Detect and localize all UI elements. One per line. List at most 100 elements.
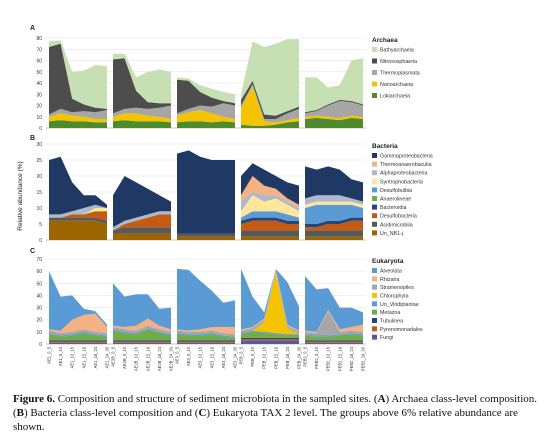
area-A-g3-nitrososphaeria — [241, 80, 299, 119]
y-tick-label: 5 — [39, 222, 42, 228]
x-tick-label: AE1_0_5 — [47, 346, 52, 364]
area-B-g0-acidimicrobiia — [49, 217, 107, 224]
area-C-g0-tubulinea — [49, 340, 107, 342]
legend-label: Fungi — [380, 335, 393, 341]
legend-label: Metazoa — [380, 310, 400, 316]
y-tick-label: 40 — [36, 293, 42, 299]
x-tick-label: PEB2_24_30 — [361, 346, 366, 371]
legend-swatch — [372, 161, 377, 167]
area-B-g3-thermoanaerobaculia — [241, 176, 299, 208]
area-A-g2-nitrososphaeria — [177, 79, 235, 114]
area-A-g1-lokiarchaeia — [113, 120, 171, 128]
x-tick-label: PEB_10_15 — [262, 346, 267, 369]
legend-label: Nitrososphaeria — [380, 59, 417, 65]
legend-label: Gammaproteobacteria — [380, 154, 433, 160]
area-B-g1-acidimicrobiia — [113, 227, 171, 234]
area-C-g1-pyrenomonadales — [113, 341, 171, 343]
y-tick-label: 20 — [36, 174, 42, 180]
area-B-g0-syntrophobacteria — [49, 208, 107, 218]
area-C-g0-rhizaria — [49, 313, 107, 334]
legend-swatch — [372, 47, 377, 52]
area-A-g4-nanoarchaeia — [305, 115, 363, 121]
area-A-g4-thermoplasmata — [305, 101, 363, 118]
area-C-g4-alveolata — [305, 276, 363, 332]
legend-label: Alphaproteobacteria — [380, 171, 427, 177]
area-B-g0-gammaproteobacteria — [49, 156, 107, 215]
area-A-g4-nitrososphaeria — [305, 99, 363, 114]
area-B-g4-desulfobulbia — [305, 204, 363, 224]
area-A-g1-bathyarchaeia — [113, 53, 171, 104]
legend-swatch — [372, 334, 377, 340]
y-tick-label: 70 — [36, 47, 42, 53]
area-A-g0-nanoarchaeia — [49, 113, 107, 123]
area-A-g0-lokiarchaeia — [49, 120, 107, 128]
area-C-g2-rhizaria — [177, 327, 235, 335]
legend-swatch — [372, 81, 377, 87]
area-A-g0-nitrososphaeria — [49, 43, 107, 115]
x-tick-label: AE1_5_10 — [58, 346, 63, 366]
y-tick-label: 30 — [36, 92, 42, 98]
area-A-g3-lokiarchaeia — [241, 121, 299, 128]
legend-label: Thermoplasmata — [380, 71, 420, 77]
y-tick-label: 20 — [36, 104, 42, 110]
x-tick-label: AE2B_15_18 — [145, 346, 150, 371]
legend-title: Eukaryota — [372, 258, 404, 265]
area-C-g3-alveolata — [241, 268, 299, 331]
caption-text: Composition and structure of sediment mi… — [13, 393, 537, 433]
y-axis-label: Relative abundance (%) — [17, 161, 24, 230]
y-tick-label: 50 — [36, 281, 42, 287]
legend-label: Rhizaria — [380, 277, 399, 283]
area-C-g4-pyrenomonadales — [305, 341, 363, 343]
y-tick-label: 30 — [36, 306, 42, 312]
y-tick-label: 70 — [36, 257, 42, 263]
area-A-g3-bathyarchaeia — [241, 39, 299, 116]
legend-title: Bacteria — [372, 143, 398, 150]
legend-swatch — [372, 213, 377, 219]
x-tick-label: AE3_15_18 — [209, 346, 214, 368]
legend-swatch — [372, 276, 377, 282]
x-tick-label: PEB2_18_24 — [349, 346, 354, 371]
caption-part: ) Bacteria class-level composition and ( — [24, 407, 199, 420]
y-tick-label: 0 — [39, 342, 42, 348]
area-C-g0-un-viridiplantae — [49, 331, 107, 337]
legend-label: Desulfobacteria — [380, 214, 417, 220]
y-tick-label: 25 — [36, 158, 42, 164]
area-A-g3-nanoarchaeia — [241, 86, 299, 126]
legend-swatch — [372, 301, 377, 307]
area-B-g1-un-nb1-j — [113, 233, 171, 240]
area-C-g0-metazoa — [49, 333, 107, 341]
legend-swatch — [372, 284, 377, 290]
y-tick-label: 15 — [36, 190, 42, 196]
area-B-g4-alphaproteobacteria — [305, 195, 363, 205]
x-tick-label: PEB_5_10 — [250, 346, 255, 366]
area-C-g2-tubulinea — [177, 340, 235, 342]
x-tick-label: AE3_18_24 — [221, 346, 226, 368]
area-B-g3-un-nb1-j — [241, 236, 299, 240]
legend-label: Tubulinea — [380, 319, 403, 325]
legend-swatch — [372, 93, 377, 98]
area-B-g0-alphaproteobacteria — [49, 204, 107, 218]
x-tick-label: AE2B_5_10 — [122, 346, 127, 369]
area-A-g2-thermoplasmata — [177, 103, 235, 119]
area-A-g2-nanoarchaeia — [177, 110, 235, 123]
area-B-g4-bacteroidia — [305, 217, 363, 228]
area-C-g3-tubulinea — [241, 337, 299, 340]
y-tick-label: 50 — [36, 70, 42, 76]
area-C-g4-metazoa — [305, 334, 363, 341]
area-C-g3-un-viridiplantae — [241, 330, 299, 336]
area-B-g4-un-nb1-j — [305, 236, 363, 240]
area-C-g0-alveolata — [49, 271, 107, 331]
area-B-g3-acidimicrobiia — [241, 230, 299, 237]
x-tick-label: PEB_0_5 — [239, 346, 244, 364]
x-tick-label: PEB_24_30 — [297, 346, 302, 369]
legend-label: Un_NB1-j — [380, 231, 403, 237]
x-tick-label: AE2B_0_5 — [111, 346, 116, 366]
x-tick-label: AE3_10_15 — [198, 346, 203, 368]
area-C-g1-metazoa — [113, 329, 171, 341]
y-tick-label: 0 — [39, 126, 42, 132]
panel-label: B — [30, 135, 35, 142]
area-C-g0-pyrenomonadales — [49, 341, 107, 343]
legend-label: Pyrenomonadales — [380, 327, 423, 333]
legend-swatch — [372, 153, 377, 158]
area-B-g3-syntrophobacteria — [241, 195, 299, 218]
